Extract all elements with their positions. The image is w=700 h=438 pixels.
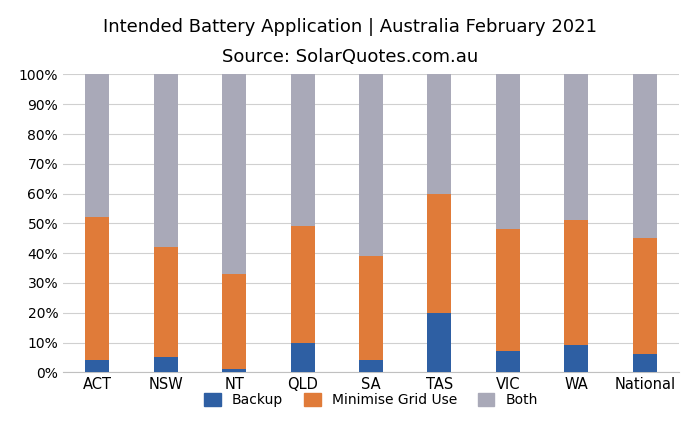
Bar (359, 256, 383, 360)
Bar (85, 74, 109, 217)
Bar (633, 238, 657, 354)
Bar (564, 346, 588, 372)
Bar (154, 74, 178, 247)
Bar (222, 74, 246, 274)
Bar (564, 74, 588, 220)
Bar (85, 360, 109, 372)
Bar (428, 194, 452, 313)
Bar (222, 369, 246, 372)
Bar (290, 74, 314, 226)
Bar (496, 351, 520, 372)
Bar (564, 220, 588, 346)
Bar (85, 217, 109, 360)
Bar (222, 274, 246, 369)
Text: Source: SolarQuotes.com.au: Source: SolarQuotes.com.au (222, 48, 478, 66)
Bar (290, 226, 314, 343)
Bar (428, 74, 452, 194)
Bar (359, 74, 383, 256)
Text: Intended Battery Application | Australia February 2021: Intended Battery Application | Australia… (103, 18, 597, 35)
Bar (359, 360, 383, 372)
Bar (496, 230, 520, 351)
Bar (290, 343, 314, 372)
Bar (496, 74, 520, 230)
Legend: Backup, Minimise Grid Use, Both: Backup, Minimise Grid Use, Both (199, 388, 543, 413)
Bar (633, 354, 657, 372)
Bar (154, 247, 178, 357)
Bar (428, 313, 452, 372)
Bar (633, 74, 657, 238)
Bar (154, 357, 178, 372)
